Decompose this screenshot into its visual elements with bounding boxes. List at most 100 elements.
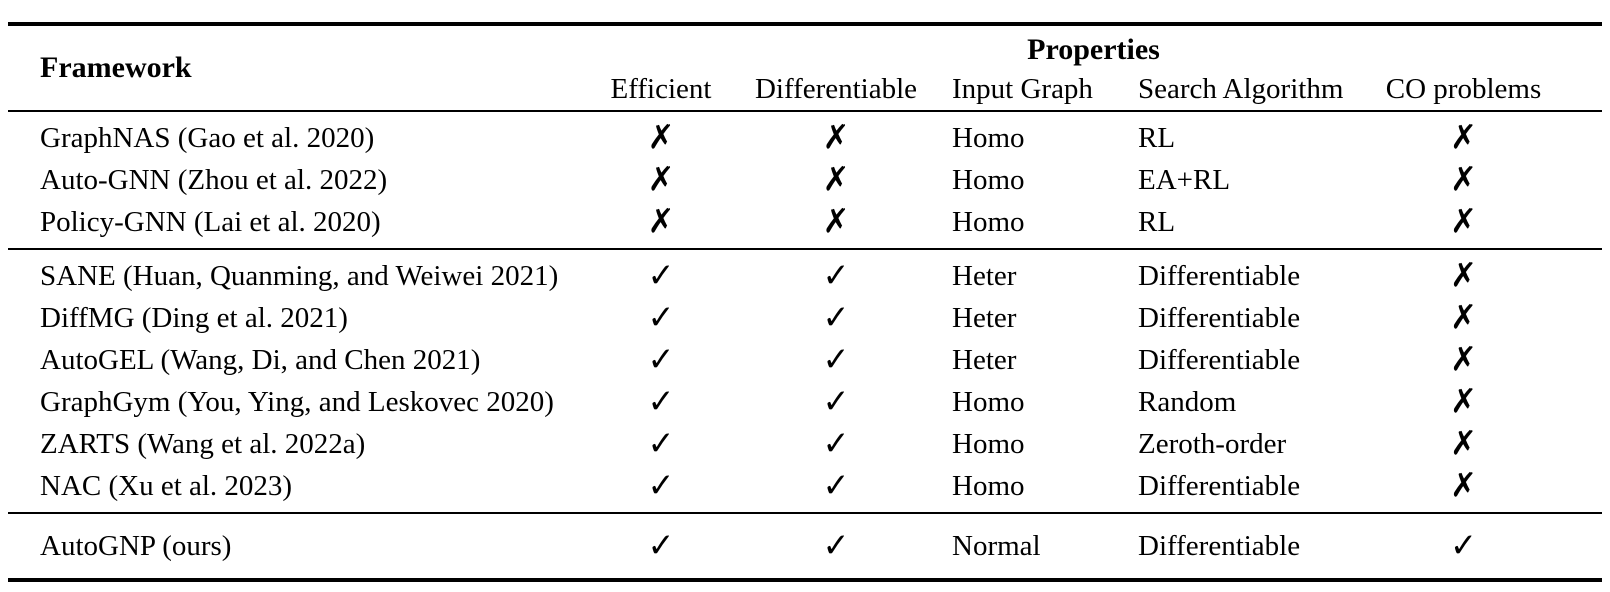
co-problems-cell: ✗ — [1365, 465, 1602, 513]
check-icon: ✓ — [822, 254, 850, 295]
cross-icon: ✗ — [1450, 339, 1477, 379]
check-icon: ✓ — [822, 524, 850, 565]
search-algorithm-column-header: Search Algorithm — [1138, 72, 1344, 105]
framework-cell: ZARTS (Wang et al. 2022a) — [40, 427, 366, 460]
check-icon: ✓ — [822, 339, 850, 379]
table-header: Framework Properties Efficient Different… — [8, 24, 1602, 111]
table-group-1: GraphNAS (Gao et al. 2020) ✗ ✗ Homo RL ✗ Auto-… — [8, 111, 1602, 249]
properties-group-header: Properties — [1027, 33, 1160, 66]
check-icon: ✓ — [647, 254, 675, 295]
framework-cell: AutoGEL (Wang, Di, and Chen 2021) — [40, 343, 481, 376]
input-graph-cell: Homo — [952, 385, 1025, 418]
check-icon: ✓ — [1450, 524, 1477, 565]
efficient-cell: ✓ — [585, 297, 737, 339]
check-icon: ✓ — [822, 297, 850, 337]
input-graph-cell: Homo — [952, 205, 1025, 238]
efficient-cell: ✓ — [585, 423, 737, 465]
co-problems-cell: ✗ — [1365, 111, 1602, 159]
input-graph-cell: Homo — [952, 121, 1025, 154]
search-algorithm-cell: Differentiable — [1138, 469, 1301, 502]
table-row: SANE (Huan, Quanming, and Weiwei 2021) ✓ ✓… — [8, 249, 1602, 297]
cross-icon: ✗ — [647, 159, 675, 199]
search-algorithm-cell: Zeroth-order — [1138, 427, 1287, 460]
check-icon: ✓ — [647, 297, 675, 337]
cross-icon: ✗ — [1450, 159, 1477, 199]
differentiable-cell: ✗ — [737, 111, 935, 159]
cross-icon: ✗ — [647, 116, 675, 157]
cross-icon: ✗ — [1450, 423, 1477, 463]
search-algorithm-cell: RL — [1138, 121, 1176, 154]
framework-cell: Auto-GNN (Zhou et al. 2022) — [40, 163, 388, 196]
check-icon: ✓ — [647, 339, 675, 379]
framework-cell: AutoGNP (ours) — [40, 529, 232, 562]
header-group-row: Framework Properties — [8, 24, 1602, 84]
cross-icon: ✗ — [1450, 297, 1477, 337]
table-row: GraphNAS (Gao et al. 2020) ✗ ✗ Homo RL ✗ — [8, 111, 1602, 159]
search-algorithm-cell: Differentiable — [1138, 259, 1301, 292]
efficient-cell: ✓ — [585, 249, 737, 297]
table-row: Policy-GNN (Lai et al. 2020) ✗ ✗ Homo RL ✗ — [8, 201, 1602, 249]
search-algorithm-cell: Differentiable — [1138, 343, 1301, 376]
cross-icon: ✗ — [1450, 381, 1477, 421]
differentiable-cell: ✗ — [737, 201, 935, 249]
differentiable-cell: ✓ — [737, 339, 935, 381]
differentiable-cell: ✓ — [737, 465, 935, 513]
differentiable-column-header: Differentiable — [754, 72, 918, 105]
search-algorithm-cell: EA+RL — [1138, 163, 1231, 196]
co-problems-cell: ✗ — [1365, 381, 1602, 423]
search-algorithm-cell: Differentiable — [1138, 301, 1301, 334]
co-problems-cell: ✓ — [1365, 513, 1602, 580]
check-icon: ✓ — [822, 423, 850, 463]
table-row: Auto-GNN (Zhou et al. 2022) ✗ ✗ Homo EA+RL ✗ — [8, 159, 1602, 201]
input-graph-cell: Homo — [952, 427, 1025, 460]
cross-icon: ✗ — [822, 116, 850, 157]
efficient-cell: ✓ — [585, 465, 737, 513]
check-icon: ✓ — [822, 381, 850, 421]
co-problems-cell: ✗ — [1365, 201, 1602, 249]
table-row: AutoGNP (ours) ✓ ✓ Normal Differentiable ✓ — [8, 513, 1602, 580]
co-problems-column-header: CO problems — [1385, 72, 1542, 105]
framework-cell: Policy-GNN (Lai et al. 2020) — [40, 205, 381, 238]
framework-cell: DiffMG (Ding et al. 2021) — [40, 301, 348, 334]
cross-icon: ✗ — [1450, 254, 1477, 295]
check-icon: ✓ — [647, 465, 675, 505]
efficient-cell: ✓ — [585, 381, 737, 423]
input-graph-cell: Normal — [952, 529, 1041, 562]
comparison-table: Framework Properties Efficient Different… — [8, 22, 1602, 582]
framework-column-header: Framework — [40, 51, 192, 84]
table-row: DiffMG (Ding et al. 2021) ✓ ✓ Heter Differen… — [8, 297, 1602, 339]
framework-cell: SANE (Huan, Quanming, and Weiwei 2021) — [40, 259, 559, 292]
efficient-cell: ✓ — [585, 513, 737, 580]
cross-icon: ✗ — [822, 159, 850, 199]
table-row: ZARTS (Wang et al. 2022a) ✓ ✓ Homo Zeroth-or… — [8, 423, 1602, 465]
co-problems-cell: ✗ — [1365, 423, 1602, 465]
efficient-cell: ✗ — [585, 159, 737, 201]
input-graph-column-header: Input Graph — [952, 72, 1093, 105]
check-icon: ✓ — [647, 524, 675, 565]
table-group-3: AutoGNP (ours) ✓ ✓ Normal Differentiable ✓ — [8, 513, 1602, 580]
differentiable-cell: ✓ — [737, 249, 935, 297]
cross-icon: ✗ — [822, 201, 850, 241]
differentiable-cell: ✗ — [737, 159, 935, 201]
check-icon: ✓ — [822, 465, 850, 505]
search-algorithm-cell: Random — [1138, 385, 1237, 418]
efficient-column-header: Efficient — [610, 72, 712, 105]
co-problems-cell: ✗ — [1365, 297, 1602, 339]
check-icon: ✓ — [647, 381, 675, 421]
differentiable-cell: ✓ — [737, 423, 935, 465]
input-graph-cell: Heter — [952, 259, 1017, 292]
framework-cell: GraphNAS (Gao et al. 2020) — [40, 121, 375, 154]
search-algorithm-cell: Differentiable — [1138, 529, 1301, 562]
header-columns-row: Efficient Differentiable Input Graph Sea… — [8, 68, 1602, 111]
efficient-cell: ✗ — [585, 111, 737, 159]
cross-icon: ✗ — [647, 201, 675, 241]
check-icon: ✓ — [647, 423, 675, 463]
efficient-cell: ✓ — [585, 339, 737, 381]
search-algorithm-cell: RL — [1138, 205, 1176, 238]
differentiable-cell: ✓ — [737, 381, 935, 423]
table-row: AutoGEL (Wang, Di, and Chen 2021) ✓ ✓ Heter… — [8, 339, 1602, 381]
table-group-2: SANE (Huan, Quanming, and Weiwei 2021) ✓ ✓… — [8, 249, 1602, 513]
differentiable-cell: ✓ — [737, 297, 935, 339]
input-graph-cell: Heter — [952, 301, 1017, 334]
table-row: GraphGym (You, Ying, and Leskovec 2020) ✓… — [8, 381, 1602, 423]
